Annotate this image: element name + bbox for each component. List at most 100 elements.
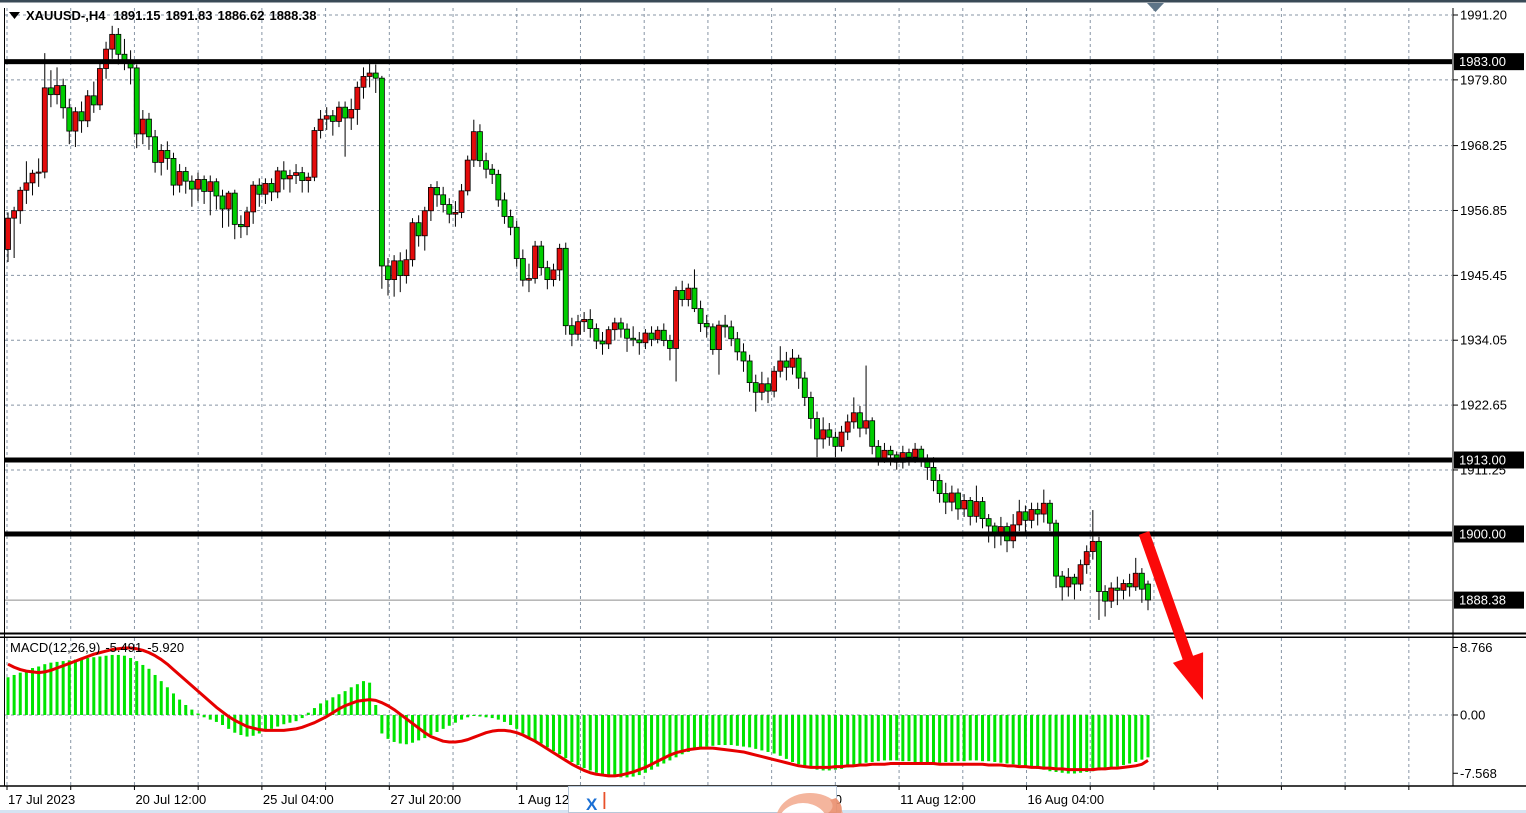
candle-body [912,448,918,458]
candle-body [863,420,869,429]
macd-histogram-bar [895,715,899,761]
macd-histogram-bar [809,715,813,769]
candle-body [1034,509,1041,515]
macd-histogram-bar [827,715,831,771]
candle-body [814,418,820,440]
macd-histogram-bar [496,715,500,720]
macd-histogram-bar [784,715,788,759]
candle-body [360,76,367,88]
macd-histogram-bar [594,715,598,773]
macd-histogram-bar [974,715,978,761]
text-edit-overlay[interactable]: X [568,786,845,813]
macd-histogram-bar [987,715,991,762]
ohlc-high: 1891.83 [165,8,212,23]
macd-histogram-bar [551,715,555,752]
price-badge-text: 1913.00 [1459,453,1506,468]
candle-body [170,158,177,186]
candle-body [452,212,459,215]
candle-body [35,171,42,174]
price-badge [1454,525,1524,543]
macd-histogram-bar [67,660,71,715]
macd-histogram-bar [31,668,35,715]
candle-body [936,480,943,494]
macd-histogram-bar [472,715,476,716]
candle-body [1083,551,1090,566]
candle-body [507,216,514,228]
candle-body [875,445,882,459]
macd-histogram-bar [1036,715,1040,769]
macd-histogram-bar [999,715,1003,763]
macd-histogram-bar [778,715,782,756]
candle-body [495,173,502,201]
symbol-dropdown-icon[interactable] [9,12,20,19]
candle-body [740,351,747,362]
macd-histogram-bar [680,715,684,755]
macd-histogram-bar [86,658,90,715]
trend-arrow-annotation[interactable] [1138,531,1204,700]
horizontal-level-lines[interactable] [5,59,1452,537]
candle-body [734,338,741,353]
macd-histogram-bar [772,715,776,754]
macd-histogram-bar [993,715,997,762]
candles-layer[interactable] [5,25,1151,620]
macd-histogram-bar [159,681,163,715]
candle-body [41,87,48,173]
candle-body [17,189,24,212]
macd-histogram-bar [202,715,206,718]
candle-body [709,326,716,351]
candle-body [1047,502,1053,524]
macd-histogram-bar [711,715,715,746]
symbol-timeframe: XAUUSD-,H4 [26,8,106,23]
candle-body [72,111,79,132]
candle-body [942,493,949,503]
macd-histogram-bar [1140,715,1144,760]
macd-histogram-bar [723,715,727,746]
time-axis-label: 25 Jul 04:00 [263,792,334,807]
macd-histogram-bar [919,715,923,762]
macd-histogram-bar [411,715,415,743]
window-top-edge [0,0,1526,3]
candle-body [881,449,888,459]
textbox-value[interactable]: X [586,795,598,813]
time-axis-label: 27 Jul 20:00 [390,792,461,807]
candle-body [1138,572,1145,590]
macd-main-value: -5.491 [105,640,142,655]
candle-body [973,501,980,517]
candle-body [293,172,299,176]
candle-body [176,171,183,186]
macd-histogram-bar [944,715,948,762]
candle-body [483,160,489,170]
candle-body [115,33,122,55]
macd-histogram-bar [1085,715,1089,772]
macd-histogram-bar [221,715,225,726]
macd-histogram-bar [1011,715,1015,765]
macd-histogram-bar [846,715,850,768]
candle-body [642,332,649,344]
candle-body [587,319,594,329]
price-badge-text: 1888.38 [1459,593,1506,608]
candle-body [746,360,753,384]
candle-body [648,332,655,340]
time-axis-label: 11 Aug 12:00 [900,792,976,807]
macd-histogram-bar [570,715,574,762]
macd-histogram-bar [815,715,819,770]
price-badge [1454,53,1524,71]
macd-histogram-bar [18,672,22,715]
candle-body [299,172,306,181]
candle-body [722,324,728,328]
macd-signal-value: -5.920 [147,640,184,655]
macd-histogram-bar [656,715,660,767]
price-axis-label: 1991.20 [1460,8,1507,23]
macd-histogram-bar [1134,715,1138,762]
candle-body [697,308,704,324]
macd-histogram-bar [803,715,807,767]
macd-histogram-bar [717,715,721,746]
macd-histogram-bar [637,715,641,776]
price-axis[interactable]: 1991.20 1979.80 1968.25 1956.85 1945.45 1934.… [1453,8,1524,781]
ohlc-low: 1886.62 [217,8,264,23]
macd-histogram-bar [729,715,733,746]
candle-body [1114,587,1121,591]
candle-body [54,85,60,96]
candle-body [458,190,465,213]
macd-histogram-bar [870,715,874,762]
